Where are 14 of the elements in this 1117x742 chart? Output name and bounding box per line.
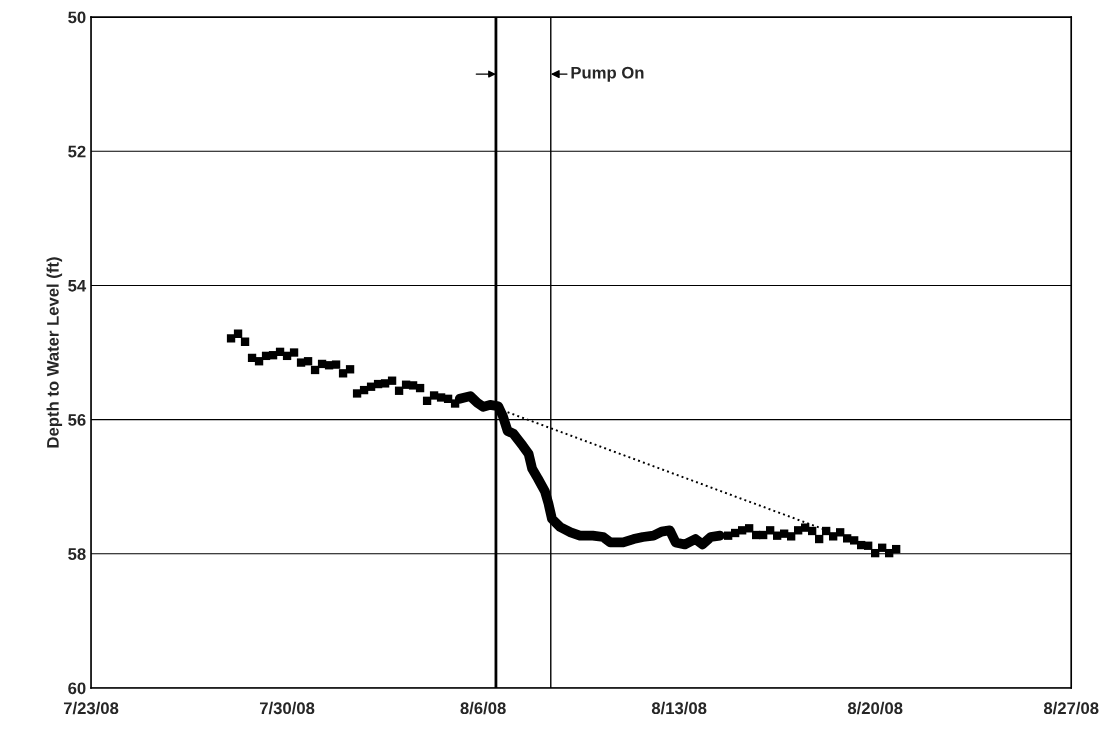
y-tick-label: 60 <box>68 682 86 695</box>
x-tick-label: 7/30/08 <box>259 701 315 715</box>
x-tick-label: 8/27/08 <box>1043 701 1099 715</box>
y-axis-title: Depth to Water Level (ft) <box>46 257 63 448</box>
x-tick-label: 8/20/08 <box>847 701 903 715</box>
x-tick-label: 7/23/08 <box>63 701 119 715</box>
y-tick-label: 56 <box>68 414 86 426</box>
x-tick-label: 8/6/08 <box>460 701 506 715</box>
ref-line-label: Pump On <box>571 66 644 82</box>
x-tick-label: 8/13/08 <box>651 701 707 715</box>
y-tick-label: 50 <box>68 11 86 24</box>
y-tick-label: 52 <box>68 145 86 158</box>
y-tick-label: 58 <box>68 548 86 560</box>
y-tick-label: 54 <box>68 280 87 292</box>
